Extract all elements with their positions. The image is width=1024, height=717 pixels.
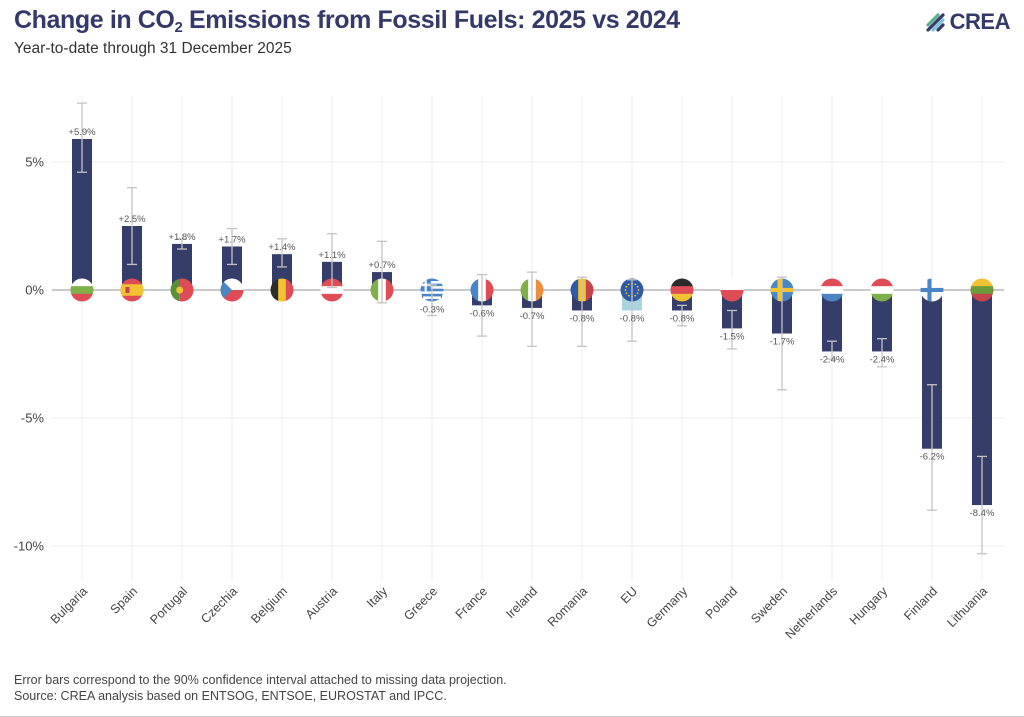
x-tick-label: France: [453, 584, 490, 621]
x-tick-label: Finland: [901, 584, 940, 623]
error-bar-sweden: [777, 276, 787, 391]
flag-hungary-icon: [870, 278, 894, 302]
value-label: +1.7%: [218, 234, 246, 245]
x-tick-label: Italy: [364, 584, 391, 611]
value-label: -1.7%: [770, 337, 795, 348]
flag-finland-icon: [920, 278, 944, 302]
value-label: -0.7%: [520, 311, 545, 322]
chart-title: Change in CO2 Emissions from Fossil Fuel…: [14, 6, 680, 35]
x-tick-label: Bulgaria: [48, 584, 90, 626]
value-label: -0.6%: [470, 308, 495, 319]
value-label: -2.4%: [870, 354, 895, 365]
y-tick-label: 5%: [25, 155, 44, 170]
error-bar-italy: [377, 240, 387, 304]
title-subscript: 2: [174, 19, 183, 36]
error-bar-finland: [927, 384, 937, 511]
chart-footer: Error bars correspond to the 90% confide…: [14, 672, 507, 704]
x-tick-label: Spain: [108, 584, 141, 617]
error-bar-poland: [727, 309, 737, 350]
x-tick-label: Romania: [545, 584, 590, 629]
error-bar-romania: [577, 276, 587, 347]
flag-germany-icon: [670, 278, 694, 302]
value-label: -8.4%: [970, 508, 995, 519]
error-bar-lithuania: [977, 455, 987, 555]
footnote-error-bars: Error bars correspond to the 90% confide…: [14, 673, 507, 687]
x-tick-label: Netherlands: [783, 584, 841, 642]
error-bar-netherlands: [827, 340, 837, 360]
bar-hungary: [872, 290, 892, 352]
x-tick-label: Ireland: [503, 584, 540, 621]
x-tick-label: Portugal: [147, 584, 190, 627]
error-bar-belgium: [277, 238, 287, 268]
error-bar-austria: [327, 233, 337, 289]
value-label: -1.5%: [720, 331, 745, 342]
logo-text: CREA: [949, 9, 1011, 34]
x-tick-label: Germany: [644, 584, 691, 631]
x-tick-label: EU: [618, 584, 640, 606]
value-label: -0.8%: [670, 313, 695, 324]
value-label: +2.5%: [118, 214, 146, 225]
error-bar-eu: [627, 279, 637, 342]
flag-belgium-icon: [270, 278, 294, 302]
y-axis: 5% 0% -5% -10%: [14, 155, 45, 554]
x-tick-label: Hungary: [847, 584, 891, 628]
x-tick-label: Belgium: [248, 584, 290, 626]
flag-poland-icon: [720, 278, 744, 302]
crea-leaf-logo-icon: [926, 13, 945, 32]
y-tick-label: -5%: [21, 411, 45, 426]
title-text-start: Change in CO: [14, 6, 175, 34]
x-tick-label: Sweden: [748, 584, 790, 626]
bar-finland: [922, 290, 942, 449]
error-bar-hungary: [877, 337, 887, 368]
gridlines: [52, 96, 1004, 580]
flag-bulgaria-icon: [70, 278, 94, 302]
bar-lithuania: [972, 290, 992, 506]
bar-portugal: [172, 243, 192, 290]
error-bar-france: [477, 273, 487, 337]
value-label: -6.2%: [920, 452, 945, 463]
error-bar-bulgaria: [77, 102, 87, 173]
x-tick-label: Austria: [303, 584, 340, 621]
flag-czechia-icon: [220, 278, 244, 302]
bar-chart: 5% 0% -5% -10% +5.9% +2.5% +1.8% +1.7% +1.4% +1.…: [14, 96, 1004, 642]
value-label: +1.8%: [168, 232, 196, 243]
value-label: +5.9%: [68, 127, 96, 138]
chart-subtitle: Year-to-date through 31 December 2025: [14, 40, 292, 57]
value-label: -2.4%: [820, 354, 845, 365]
value-labels: +5.9% +2.5% +1.8% +1.7% +1.4% +1.1% +0.7% -0.3%…: [68, 127, 995, 519]
x-axis: Bulgaria Spain Portugal Czechia Belgium Austr…: [48, 584, 990, 642]
error-bar-greece: [427, 284, 437, 317]
y-tick-label: -10%: [14, 539, 45, 554]
error-bars: [77, 102, 987, 555]
error-bar-spain: [127, 186, 137, 266]
crea-logo: CREA: [924, 9, 1011, 35]
value-label: +1.4%: [268, 242, 296, 253]
value-label: +0.7%: [368, 260, 396, 271]
y-tick-label: 0%: [25, 283, 44, 298]
x-tick-label: Greece: [401, 584, 440, 623]
error-bar-germany: [677, 304, 687, 327]
value-label: -0.8%: [570, 313, 595, 324]
x-tick-label: Lithuania: [944, 584, 990, 630]
flag-spain-icon: [120, 278, 144, 302]
flag-netherlands-icon: [820, 278, 844, 302]
error-bar-ireland: [527, 271, 537, 347]
value-label: +1.1%: [318, 250, 346, 261]
value-label: -0.8%: [620, 313, 645, 324]
flag-portugal-icon: [170, 278, 194, 302]
error-bar-portugal: [177, 238, 187, 250]
value-label: -0.3%: [420, 305, 445, 316]
x-tick-label: Czechia: [198, 584, 240, 626]
bar-netherlands: [822, 290, 842, 352]
x-tick-label: Poland: [703, 584, 740, 621]
flags: [70, 278, 994, 302]
flag-lithuania-icon: [970, 278, 994, 302]
error-bar-czechia: [227, 227, 237, 266]
bar-czechia: [222, 246, 242, 290]
footnote-source: Source: CREA analysis based on ENTSOG, E…: [14, 689, 447, 703]
title-text-end: Emissions from Fossil Fuels: 2025 vs 202…: [182, 6, 680, 34]
bar-bulgaria: [72, 138, 92, 290]
